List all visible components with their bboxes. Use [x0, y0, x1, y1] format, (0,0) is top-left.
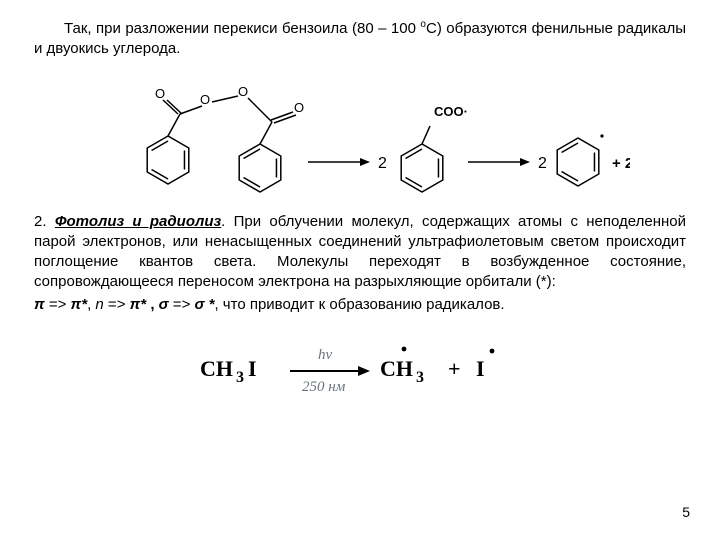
svg-text:O: O	[200, 92, 210, 107]
pi-star: π*	[71, 296, 88, 313]
section-title: Фотолиз и радиолиз	[55, 213, 221, 230]
svg-text:O: O	[155, 86, 165, 101]
svg-text:hv: hv	[318, 347, 333, 363]
svg-text:250 нм: 250 нм	[302, 379, 346, 395]
intro-paragraph: Так, при разложении перекиси бензоила (8…	[34, 18, 686, 60]
orbital-transitions: π => π*, n => π* , σ => σ *, что приводи…	[34, 295, 686, 315]
svg-text:O: O	[294, 100, 304, 115]
ch3i-photolysis-scheme: CH3Ihv250 нмCH3+I	[180, 331, 540, 401]
svg-text:CH: CH	[200, 356, 233, 381]
n-orbital: n	[95, 296, 103, 313]
svg-text:3: 3	[416, 369, 424, 386]
svg-text:2: 2	[538, 155, 547, 172]
svg-text:2: 2	[378, 155, 387, 172]
svg-text:CH: CH	[380, 356, 413, 381]
photolysis-paragraph: 2. Фотолиз и радиолиз. При облучении мол…	[34, 212, 686, 293]
svg-text:+: +	[448, 356, 461, 381]
para1-text-a: Так, при разложении перекиси бензоила (8…	[64, 20, 420, 37]
svg-text:I: I	[248, 356, 257, 381]
svg-text:3: 3	[236, 369, 244, 386]
svg-text:I: I	[476, 356, 485, 381]
svg-text:COO·: COO·	[434, 104, 468, 119]
sigma-star: σ *	[195, 296, 215, 313]
sigma: σ	[159, 296, 169, 313]
page-number: 5	[682, 504, 690, 520]
svg-text:O: O	[238, 84, 248, 99]
section-number: 2.	[34, 213, 55, 230]
benzoyl-peroxide-scheme: OOOO2COO·2+ 2CO2	[90, 70, 630, 200]
svg-text:+ 2CO: + 2CO	[612, 155, 630, 172]
pi: π	[34, 296, 45, 313]
